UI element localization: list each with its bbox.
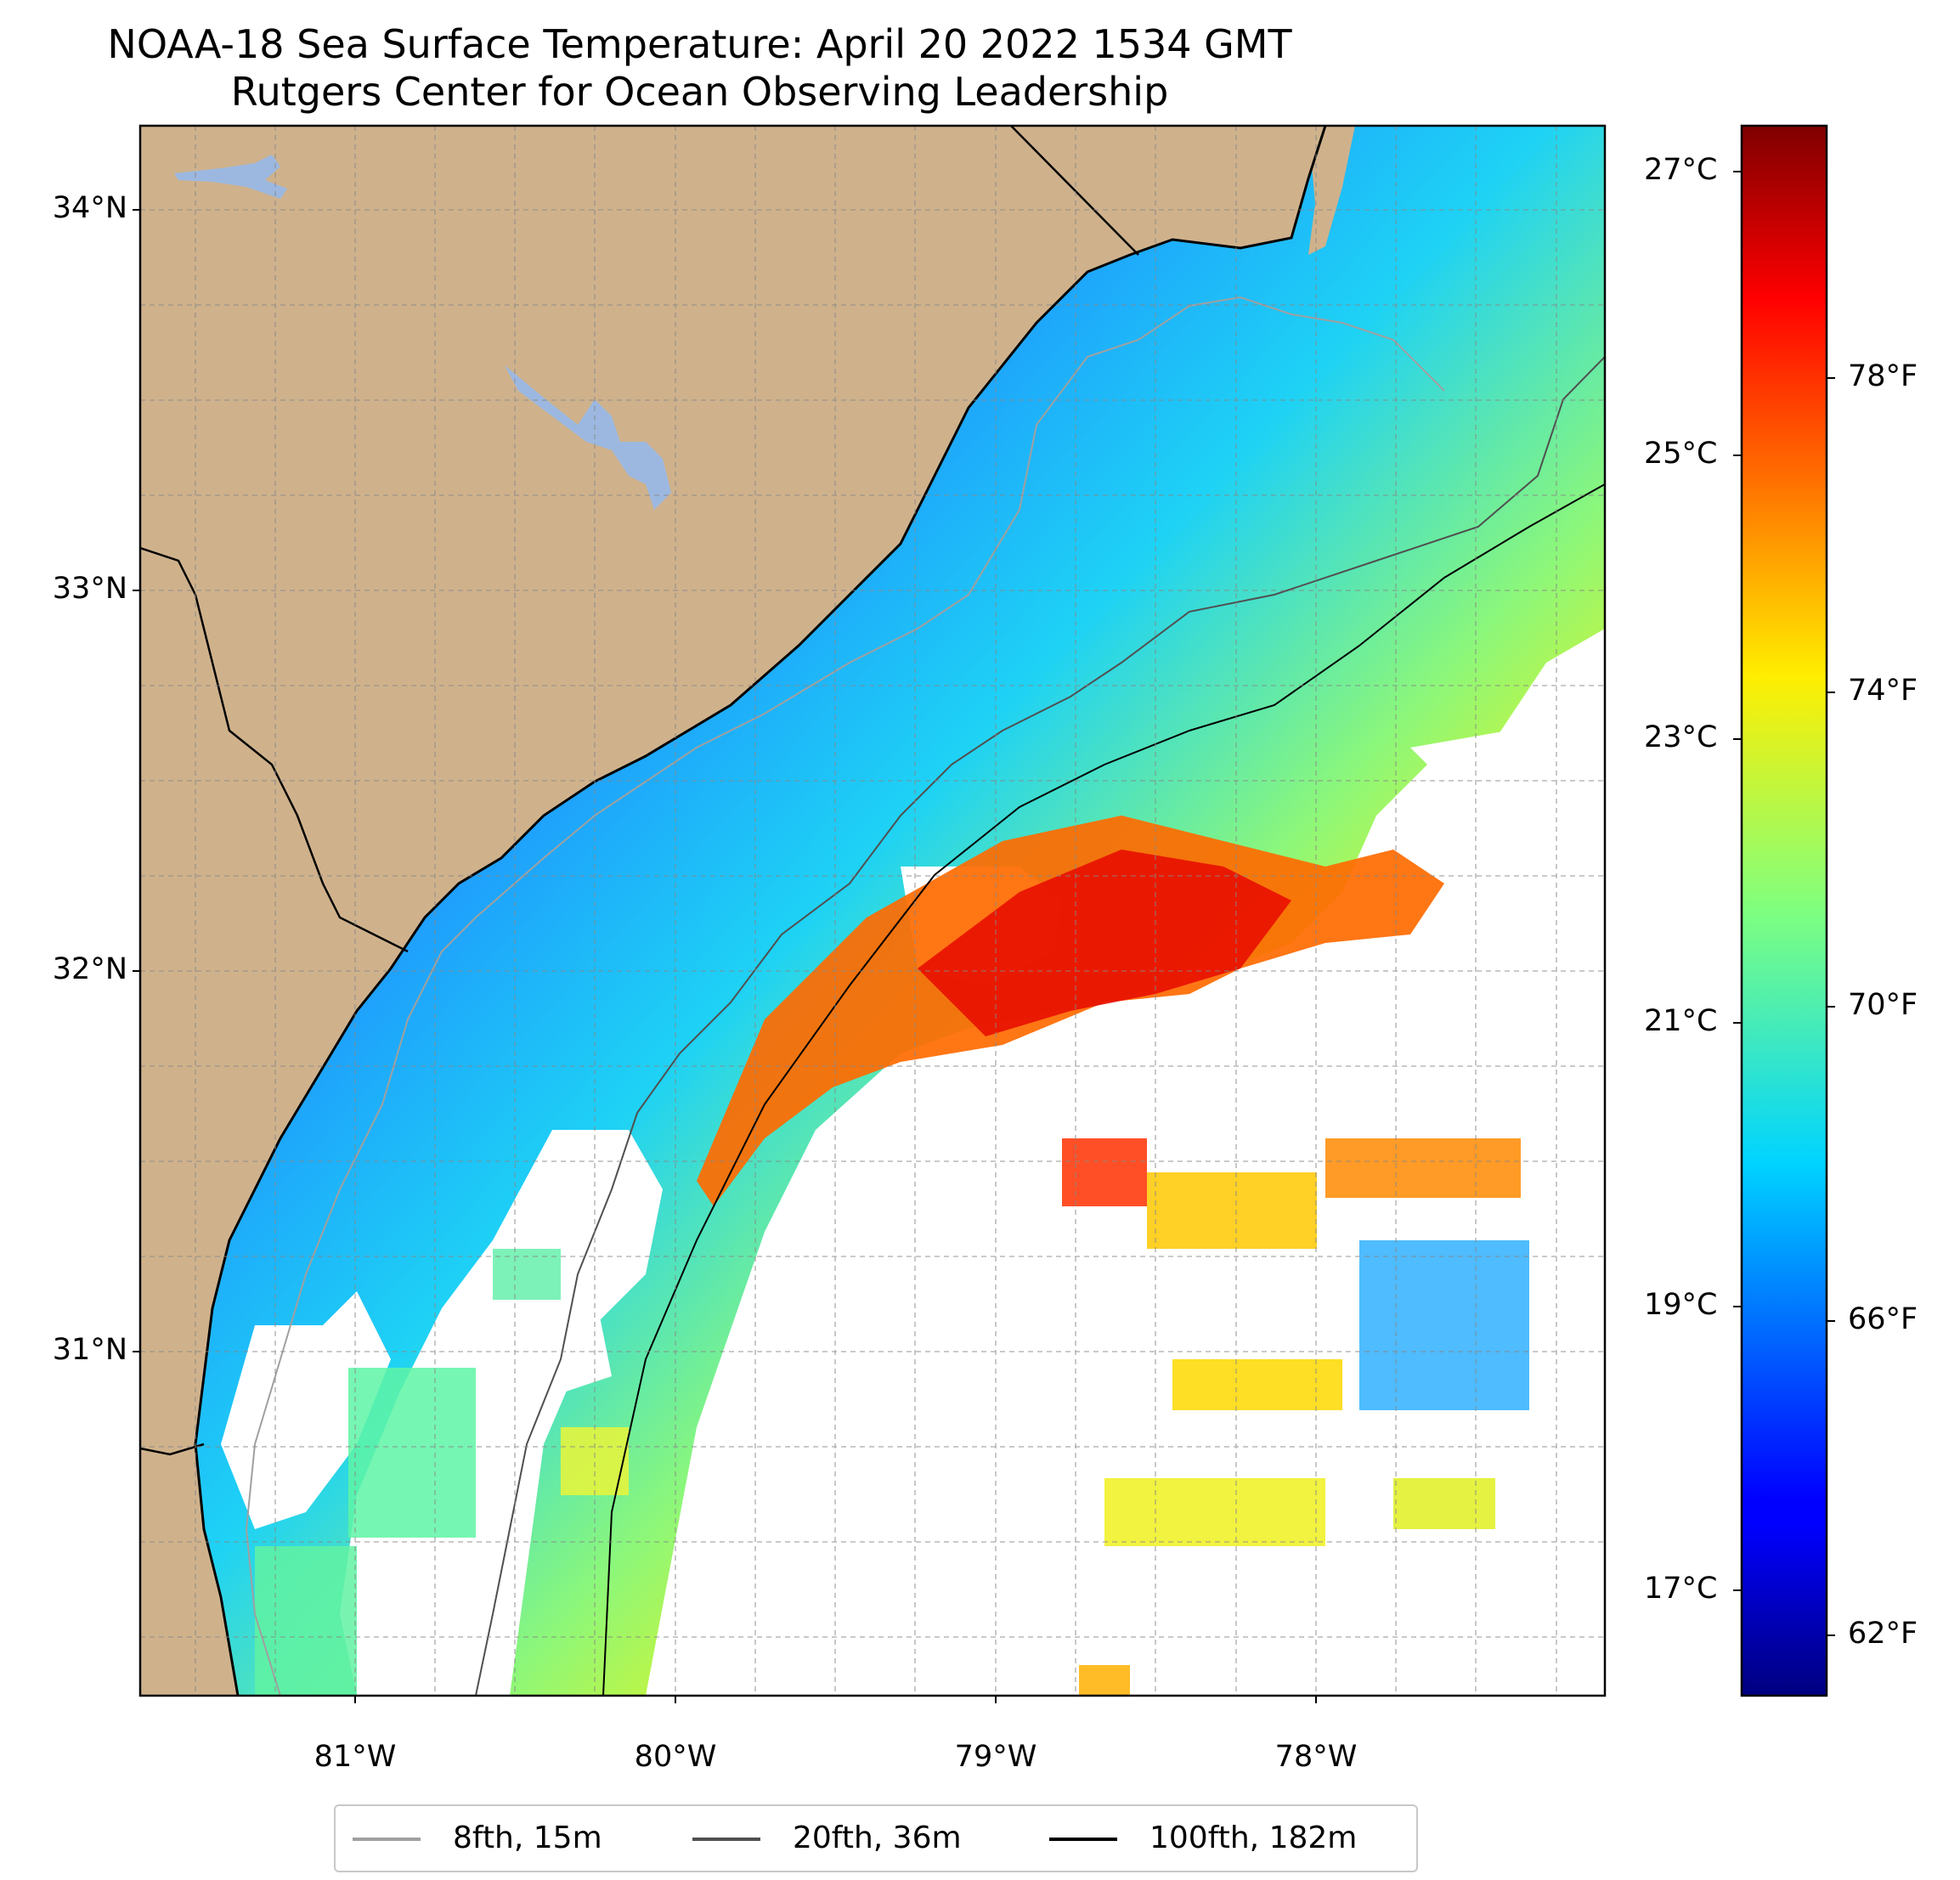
colorbar-celsius-label: 21°C xyxy=(1644,1004,1718,1038)
isobath-8fth xyxy=(245,296,1445,1696)
isobath-100fth xyxy=(602,483,1605,1696)
state-border xyxy=(140,1442,205,1456)
legend-swatch xyxy=(353,1838,421,1841)
colorbar-fahrenheit-label: 74°F xyxy=(1848,674,1918,708)
colorbar-celsius-label: 17°C xyxy=(1644,1572,1718,1606)
lat-tick-label: 33°N xyxy=(52,572,127,606)
map-frame xyxy=(138,124,1607,1697)
lon-tick-label: 81°W xyxy=(313,1740,397,1774)
lake-water-body xyxy=(505,365,671,510)
graticule xyxy=(140,126,1605,1696)
colorbar-ticks xyxy=(1733,171,1835,1636)
colorbar-celsius-label: 25°C xyxy=(1644,437,1718,471)
colorbar-celsius-label: 23°C xyxy=(1644,720,1718,754)
colorbar-fahrenheit-label: 66°F xyxy=(1848,1302,1918,1336)
coastline xyxy=(194,126,1327,1696)
lat-tick-label: 31°N xyxy=(52,1333,127,1367)
isobath-20fth xyxy=(475,356,1605,1696)
legend-label: 20fth, 36m xyxy=(793,1821,962,1855)
gulf-stream-hot-band xyxy=(918,850,1291,1036)
land-mass xyxy=(140,126,1325,1696)
legend: 8fth, 15m 20fth, 36m 100fth, 182m xyxy=(334,1804,1418,1872)
legend-label: 100fth, 182m xyxy=(1149,1821,1358,1855)
colorbar-fahrenheit-label: 70°F xyxy=(1848,988,1918,1022)
map-title: NOAA-18 Sea Surface Temperature: April 2… xyxy=(107,21,1292,67)
colorbar-celsius-label: 27°C xyxy=(1644,153,1718,187)
lake-water-body xyxy=(174,155,287,199)
lat-tick-label: 34°N xyxy=(52,191,127,225)
axis-ticks xyxy=(133,209,1317,1703)
lat-tick-label: 32°N xyxy=(52,952,127,986)
state-border xyxy=(140,546,409,953)
lon-tick-label: 79°W xyxy=(954,1740,1037,1774)
colorbar-fahrenheit-label: 62°F xyxy=(1848,1617,1918,1651)
lon-tick-label: 80°W xyxy=(634,1740,717,1774)
colorbar-fahrenheit-label: 78°F xyxy=(1848,359,1918,393)
lon-tick-label: 78°W xyxy=(1274,1740,1358,1774)
colorbar-celsius-label: 19°C xyxy=(1644,1288,1718,1322)
map-area xyxy=(140,126,1605,1696)
land-mass-cape xyxy=(1308,126,1355,255)
sst-patch xyxy=(255,1138,1529,1696)
legend-swatch xyxy=(692,1838,760,1841)
state-border xyxy=(1010,126,1139,256)
map-subtitle: Rutgers Center for Ocean Observing Leade… xyxy=(230,69,1169,115)
legend-swatch xyxy=(1049,1838,1117,1841)
colorbar xyxy=(1740,124,1828,1697)
legend-label: 8fth, 15m xyxy=(453,1821,602,1855)
